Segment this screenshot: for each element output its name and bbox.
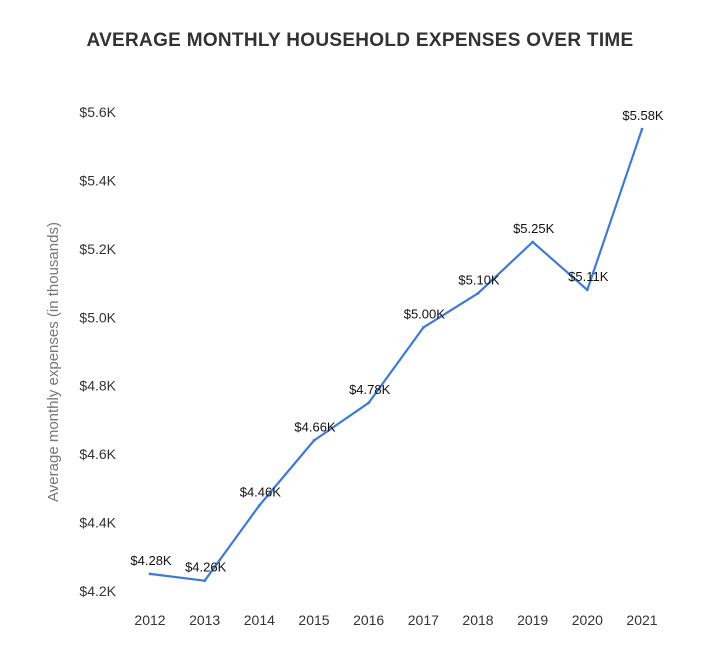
data-label: $4.26K (185, 560, 227, 575)
series-line (148, 128, 644, 582)
data-label: $4.78K (349, 382, 391, 397)
data-point (585, 288, 589, 292)
x-tick-label: 2017 (408, 612, 439, 628)
x-axis-ticks: 2012 2013 2014 2015 2016 2017 2018 2019 2020 2021 (134, 612, 657, 628)
y-tick-label: $5.4K (79, 172, 116, 188)
chart-title: AVERAGE MONTHLY HOUSEHOLD EXPENSES OVER … (86, 30, 634, 51)
x-tick-label: 2015 (298, 612, 329, 628)
x-tick-label: 2018 (462, 612, 493, 628)
y-tick-label: $4.4K (79, 515, 116, 531)
data-point (203, 579, 207, 583)
data-label: $5.10K (458, 272, 500, 287)
x-tick-label: 2021 (626, 612, 657, 628)
y-tick-label: $5.0K (79, 309, 116, 325)
data-labels: $4.28K $4.26K $4.46K $4.66K $4.78K $5.00K $5.1… (130, 108, 664, 575)
data-points (148, 127, 644, 583)
data-point (367, 401, 371, 405)
x-tick-label: 2016 (353, 612, 384, 628)
data-label: $5.58K (622, 108, 664, 123)
x-tick-label: 2012 (134, 612, 165, 628)
data-point (257, 504, 261, 507)
data-label: $4.28K (130, 553, 172, 568)
y-tick-label: $5.6K (79, 104, 116, 120)
data-label: $5.00K (404, 307, 446, 322)
y-tick-label: $4.2K (79, 583, 116, 599)
data-point (640, 127, 644, 131)
x-tick-label: 2014 (244, 612, 275, 628)
y-tick-label: $5.2K (79, 241, 116, 257)
y-axis-ticks: $4.2K $4.4K $4.6K $4.8K $5.0K $5.2K $5.4K $5.6K (79, 104, 116, 599)
x-tick-label: 2013 (189, 612, 220, 628)
x-tick-label: 2019 (517, 612, 548, 628)
data-point (421, 326, 425, 329)
y-axis-label: Average monthly expenses (in thousands) (45, 222, 62, 502)
data-point (531, 240, 535, 244)
data-point (312, 439, 316, 442)
data-label: $5.25K (513, 221, 555, 236)
y-tick-label: $4.8K (79, 378, 116, 394)
data-label: $4.46K (240, 484, 282, 499)
x-tick-label: 2020 (572, 612, 603, 628)
data-point (148, 572, 152, 576)
data-point (476, 291, 480, 295)
data-label: $4.66K (294, 419, 336, 434)
data-label: $5.11K (568, 269, 609, 284)
y-tick-label: $4.6K (79, 446, 116, 462)
